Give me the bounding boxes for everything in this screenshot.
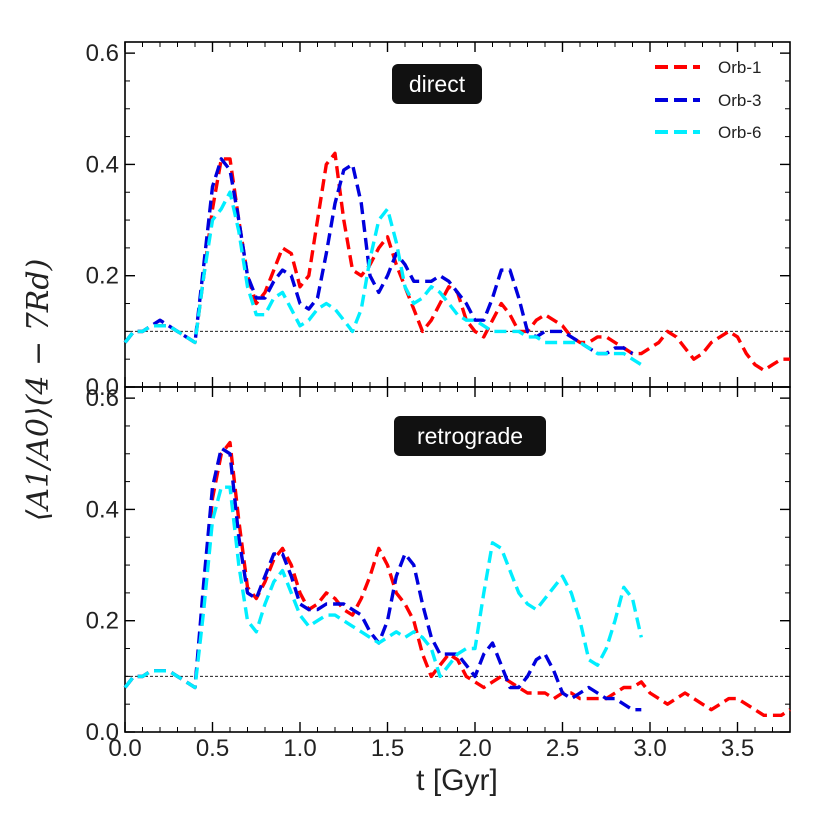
bottom-series-group [123, 440, 791, 717]
x-tick-label: 0.0 [108, 735, 141, 762]
x-tick-label: 2.0 [458, 735, 491, 762]
x-tick-label: 3.0 [633, 735, 666, 762]
top-panel-tag: direct [392, 64, 482, 104]
legend-label-orb-1: Orb-1 [718, 58, 761, 77]
bottom-panel-tag-label: retrograde [417, 423, 523, 449]
x-tick-label: 1.5 [371, 735, 404, 762]
series-line-orb-6 [123, 485, 643, 690]
y-tick-label: 0.4 [86, 496, 119, 523]
y-tick-label: 0.4 [86, 151, 119, 178]
x-axis-label: t [Gyr] [416, 764, 498, 797]
top-panel-tag-background [392, 64, 482, 104]
legend-entry-orb-6: Orb-6 [655, 123, 761, 142]
bottom-panel-retrograde: 0.0 0.2 0.4 0.6 retrograde [86, 385, 791, 746]
series-line-orb-3 [123, 157, 634, 356]
series-line-orb-1 [123, 151, 790, 372]
legend-entry-orb-1: Orb-1 [655, 58, 761, 77]
top-panel-tag-label: direct [409, 71, 466, 97]
x-tick-label: 2.5 [546, 735, 579, 762]
legend-label-orb-3: Orb-3 [718, 91, 761, 110]
top-y-tick-labels: 0.0 0.2 0.4 0.6 [86, 40, 119, 401]
y-tick-label: 0.6 [86, 385, 119, 412]
legend: Orb-1 Orb-3 Orb-6 [655, 58, 761, 142]
legend-label-orb-6: Orb-6 [718, 123, 761, 142]
x-tick-label: 3.5 [721, 735, 754, 762]
bottom-y-tick-labels: 0.0 0.2 0.4 0.6 [86, 385, 119, 746]
y-axis-label: ⟨A1/A0⟩(4 − 7Rd) [21, 259, 56, 522]
y-tick-label: 0.6 [86, 40, 119, 67]
series-line-orb-1 [123, 440, 791, 717]
series-line-orb-3 [123, 446, 642, 712]
bottom-panel-tag-background [394, 416, 546, 456]
y-tick-label: 0.2 [86, 608, 119, 635]
top-panel-direct: 0.0 0.2 0.4 0.6 direct Orb-1 Orb-3 Orb-6 [86, 40, 791, 401]
x-tick-labels: 0.0 0.5 1.0 1.5 2.0 2.5 3.0 3.5 [108, 735, 754, 762]
y-tick-label: 0.0 [86, 719, 119, 746]
x-tick-label: 0.5 [196, 735, 229, 762]
y-tick-label: 0.0 [86, 374, 119, 401]
x-tick-label: 1.0 [283, 735, 316, 762]
bottom-panel-tag: retrograde [394, 416, 546, 456]
y-tick-label: 0.2 [86, 263, 119, 290]
legend-entry-orb-3: Orb-3 [655, 91, 761, 110]
series-line-orb-6 [123, 190, 643, 367]
top-series-group [123, 151, 790, 372]
